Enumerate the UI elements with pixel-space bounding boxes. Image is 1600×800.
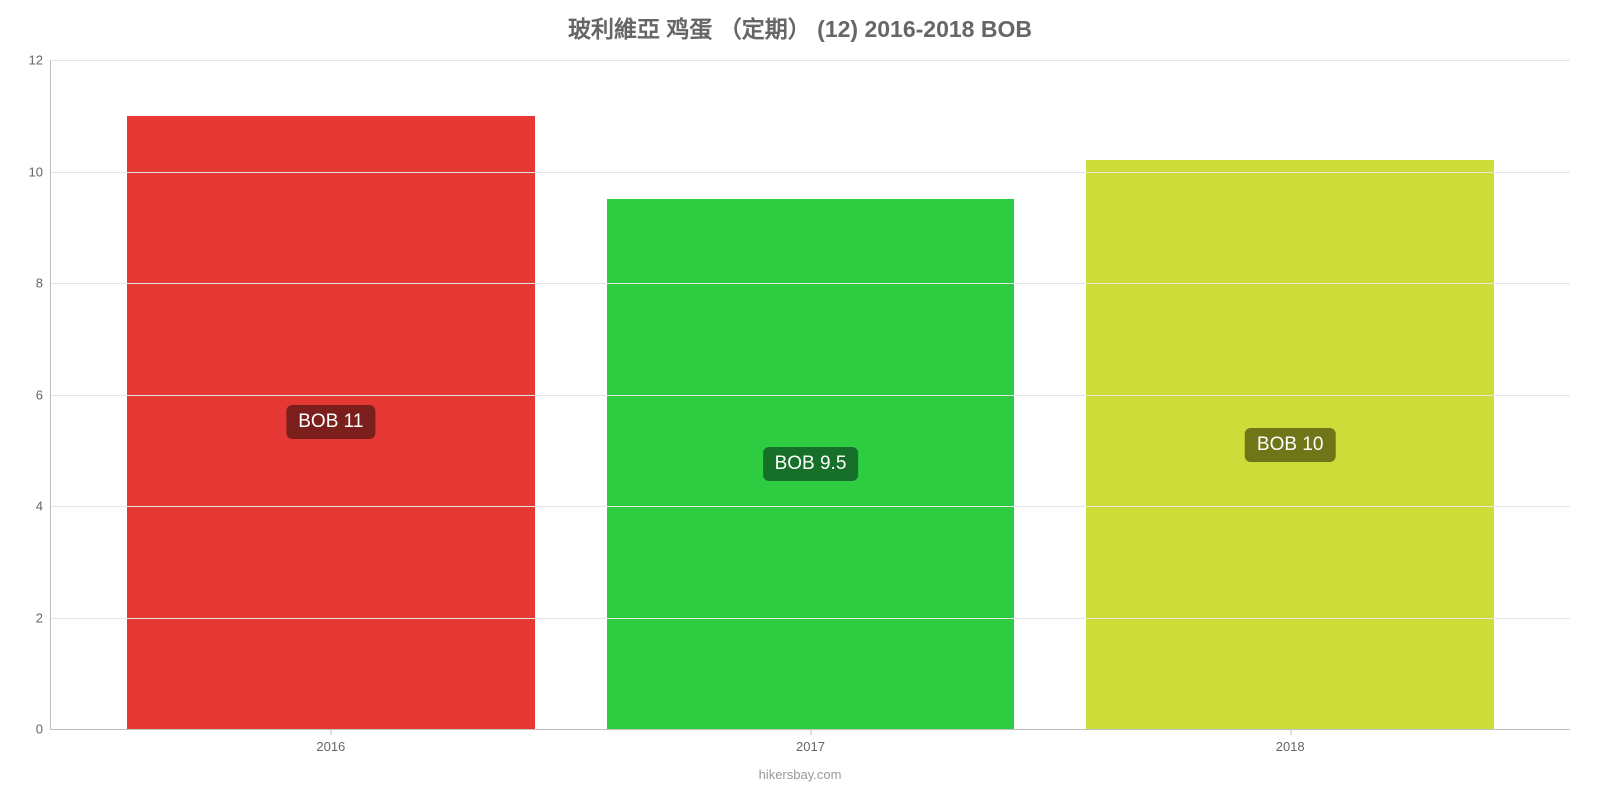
y-tick-label: 10 <box>29 164 51 179</box>
y-tick-label: 4 <box>36 499 51 514</box>
gridline <box>51 506 1570 507</box>
x-tick-label: 2018 <box>1276 729 1305 754</box>
y-tick-label: 0 <box>36 722 51 737</box>
y-tick-label: 8 <box>36 276 51 291</box>
y-tick-label: 12 <box>29 53 51 68</box>
value-badge: BOB 11 <box>286 405 375 439</box>
gridline <box>51 283 1570 284</box>
bar: BOB 11 <box>127 116 535 729</box>
plot-area: BOB 112016BOB 9.52017BOB 102018 02468101… <box>50 60 1570 730</box>
x-tick-label: 2017 <box>796 729 825 754</box>
value-badge: BOB 9.5 <box>763 447 859 481</box>
chart-caption: hikersbay.com <box>0 767 1600 782</box>
bar: BOB 10 <box>1086 160 1494 729</box>
x-tick-label: 2016 <box>316 729 345 754</box>
bar: BOB 9.5 <box>607 199 1015 729</box>
y-tick-label: 6 <box>36 387 51 402</box>
y-tick-label: 2 <box>36 610 51 625</box>
value-badge: BOB 10 <box>1245 428 1336 462</box>
gridline <box>51 395 1570 396</box>
gridline <box>51 172 1570 173</box>
gridline <box>51 60 1570 61</box>
chart-container: 玻利維亞 鸡蛋 （定期） (12) 2016-2018 BOB BOB 1120… <box>0 0 1600 800</box>
chart-title: 玻利維亞 鸡蛋 （定期） (12) 2016-2018 BOB <box>0 10 1600 44</box>
gridline <box>51 618 1570 619</box>
